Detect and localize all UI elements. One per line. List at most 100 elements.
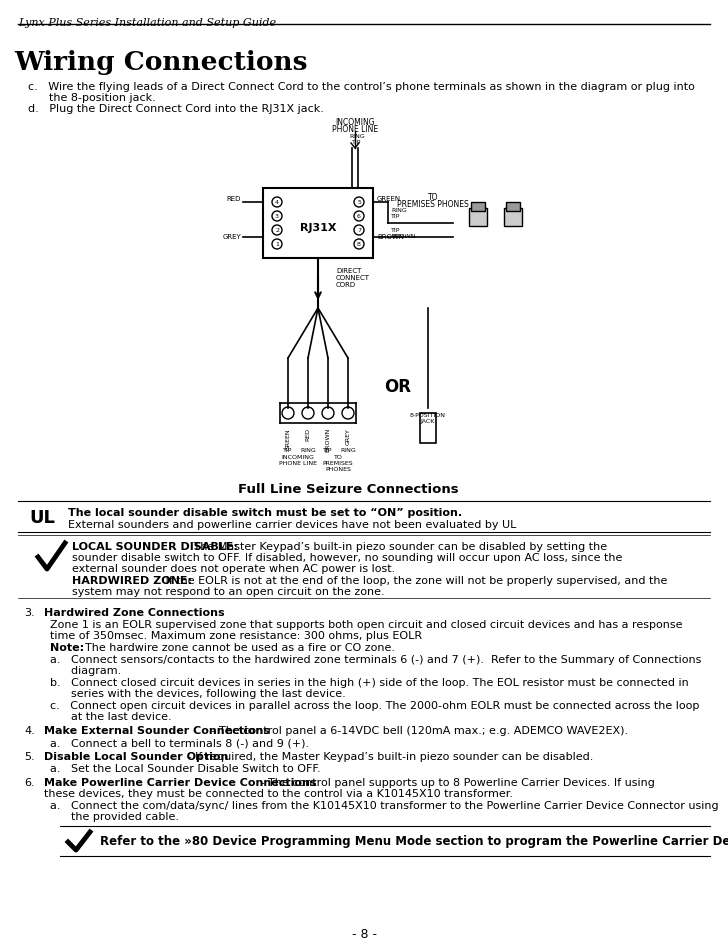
Text: JACK: JACK <box>421 419 435 424</box>
Text: DIRECT: DIRECT <box>336 268 361 274</box>
Text: PREMISES: PREMISES <box>323 461 353 466</box>
Text: 5: 5 <box>357 200 361 205</box>
Text: Full Line Seizure Connections: Full Line Seizure Connections <box>237 483 459 496</box>
Text: d.   Plug the Direct Connect Cord into the RJ31X jack.: d. Plug the Direct Connect Cord into the… <box>28 104 324 114</box>
Text: LOCAL SOUNDER DISABLE:: LOCAL SOUNDER DISABLE: <box>72 542 238 552</box>
Text: The local sounder disable switch must be set to “ON” position.: The local sounder disable switch must be… <box>68 508 462 518</box>
Text: TIP: TIP <box>391 227 400 233</box>
Text: 4.: 4. <box>24 726 35 736</box>
Text: PREMISES PHONES: PREMISES PHONES <box>397 200 469 209</box>
Text: CORD: CORD <box>336 282 356 288</box>
Text: RING: RING <box>340 448 356 453</box>
Text: 8-POSITION: 8-POSITION <box>410 413 446 418</box>
Text: GREY: GREY <box>346 428 350 445</box>
Bar <box>504 208 522 226</box>
Text: BROWN: BROWN <box>391 235 416 240</box>
Circle shape <box>272 225 282 235</box>
Text: RJ31X: RJ31X <box>300 223 336 233</box>
Circle shape <box>282 407 294 419</box>
Text: 6.: 6. <box>24 778 35 788</box>
Text: Refer to the »80 Device Programming Menu Mode section to program the Powerline C: Refer to the »80 Device Programming Menu… <box>100 835 728 848</box>
Text: Note:: Note: <box>50 643 84 653</box>
Text: - If required, the Master Keypad’s built-in piezo sounder can be disabled.: - If required, the Master Keypad’s built… <box>184 752 593 762</box>
Text: system may not respond to an open circuit on the zone.: system may not respond to an open circui… <box>72 587 384 597</box>
Text: TIP: TIP <box>283 448 293 453</box>
Text: 7: 7 <box>357 227 361 233</box>
Circle shape <box>272 239 282 249</box>
Circle shape <box>354 239 364 249</box>
Text: PHONE LINE: PHONE LINE <box>279 461 317 466</box>
Text: The Master Keypad’s built-in piezo sounder can be disabled by setting the: The Master Keypad’s built-in piezo sound… <box>190 542 607 552</box>
Text: PHONE LINE: PHONE LINE <box>332 125 378 134</box>
Text: TIP: TIP <box>352 140 362 145</box>
Text: the 8-position jack.: the 8-position jack. <box>28 93 156 103</box>
Text: - 8 -: - 8 - <box>352 928 376 941</box>
Circle shape <box>322 407 334 419</box>
Text: Disable Local Sounder Option: Disable Local Sounder Option <box>44 752 229 762</box>
Text: a.   Connect sensors/contacts to the hardwired zone terminals 6 (-) and 7 (+).  : a. Connect sensors/contacts to the hardw… <box>50 655 701 665</box>
Bar <box>420 413 436 443</box>
Text: series with the devices, following the last device.: series with the devices, following the l… <box>50 689 346 699</box>
Text: a.   Connect the com/data/sync/ lines from the K10145X10 transformer to the Powe: a. Connect the com/data/sync/ lines from… <box>50 801 719 811</box>
Circle shape <box>302 407 314 419</box>
Text: TIP: TIP <box>391 214 400 220</box>
Bar <box>506 202 521 210</box>
Text: diagram.: diagram. <box>50 666 122 676</box>
Text: GREEN: GREEN <box>285 428 290 450</box>
Text: GREEN: GREEN <box>377 196 401 202</box>
Text: RING: RING <box>391 207 407 212</box>
Text: Zone 1 is an EOLR supervised zone that supports both open circuit and closed cir: Zone 1 is an EOLR supervised zone that s… <box>50 620 683 630</box>
Text: Hardwired Zone Connections: Hardwired Zone Connections <box>44 608 225 618</box>
Text: 3: 3 <box>275 213 279 219</box>
Text: a.   Set the Local Sounder Disable Switch to OFF.: a. Set the Local Sounder Disable Switch … <box>50 764 320 774</box>
Text: 6: 6 <box>357 213 361 219</box>
Circle shape <box>272 197 282 207</box>
Text: INCOMING: INCOMING <box>335 118 375 127</box>
Text: external sounder does not operate when AC power is lost.: external sounder does not operate when A… <box>72 564 395 574</box>
Circle shape <box>354 211 364 221</box>
Text: c.   Connect open circuit devices in parallel across the loop. The 2000-ohm EOLR: c. Connect open circuit devices in paral… <box>50 701 700 711</box>
Text: CONNECT: CONNECT <box>336 275 370 281</box>
Text: 1: 1 <box>275 241 279 246</box>
Circle shape <box>342 407 354 419</box>
Text: c.   Wire the flying leads of a Direct Connect Cord to the control’s phone termi: c. Wire the flying leads of a Direct Con… <box>28 82 695 92</box>
Text: TO: TO <box>333 455 342 460</box>
Text: at the last device.: at the last device. <box>50 712 172 722</box>
Text: RING: RING <box>300 448 316 453</box>
Text: HARDWIRED ZONE:: HARDWIRED ZONE: <box>72 576 192 586</box>
Text: 3.: 3. <box>24 608 35 618</box>
Circle shape <box>272 211 282 221</box>
Text: time of 350msec. Maximum zone resistance: 300 ohms, plus EOLR: time of 350msec. Maximum zone resistance… <box>50 631 422 641</box>
Text: 2: 2 <box>275 227 279 233</box>
Text: the provided cable.: the provided cable. <box>50 812 179 822</box>
Bar <box>469 208 487 226</box>
Circle shape <box>354 197 364 207</box>
Text: b.   Connect closed circuit devices in series in the high (+) side of the loop. : b. Connect closed circuit devices in ser… <box>50 678 689 688</box>
Text: If the EOLR is not at the end of the loop, the zone will not be properly supervi: If the EOLR is not at the end of the loo… <box>162 576 668 586</box>
Text: Wiring Connections: Wiring Connections <box>14 50 307 75</box>
Text: External sounders and powerline carrier devices have not been evaluated by UL: External sounders and powerline carrier … <box>68 520 516 530</box>
Bar <box>471 202 485 210</box>
Text: Make Powerline Carrier Device Connections: Make Powerline Carrier Device Connection… <box>44 778 317 788</box>
Bar <box>263 188 373 258</box>
Circle shape <box>354 225 364 235</box>
Text: INCOMING: INCOMING <box>282 455 314 460</box>
Text: RED: RED <box>306 428 311 441</box>
Text: a.   Connect a bell to terminals 8 (-) and 9 (+).: a. Connect a bell to terminals 8 (-) and… <box>50 738 309 748</box>
Text: PHONES: PHONES <box>325 467 351 472</box>
Text: Make External Sounder Connections: Make External Sounder Connections <box>44 726 270 736</box>
Text: GREY: GREY <box>222 234 241 240</box>
Text: Lynx Plus Series Installation and Setup Guide: Lynx Plus Series Installation and Setup … <box>18 18 276 28</box>
Text: TO: TO <box>428 193 438 202</box>
Text: these devices, they must be connected to the control via a K10145X10 transformer: these devices, they must be connected to… <box>44 789 513 799</box>
Text: TIP: TIP <box>323 448 333 453</box>
Text: 5.: 5. <box>24 752 35 762</box>
Text: 4: 4 <box>275 200 279 205</box>
Text: - The control panel supports up to 8 Powerline Carrier Devices. If using: - The control panel supports up to 8 Pow… <box>257 778 655 788</box>
Text: RED: RED <box>226 196 241 202</box>
Text: The hardwire zone cannot be used as a fire or CO zone.: The hardwire zone cannot be used as a fi… <box>78 643 395 653</box>
Text: OR: OR <box>384 378 411 396</box>
Text: BROWN: BROWN <box>377 234 404 240</box>
Text: RING: RING <box>349 134 365 139</box>
Text: BROWN: BROWN <box>325 428 331 453</box>
